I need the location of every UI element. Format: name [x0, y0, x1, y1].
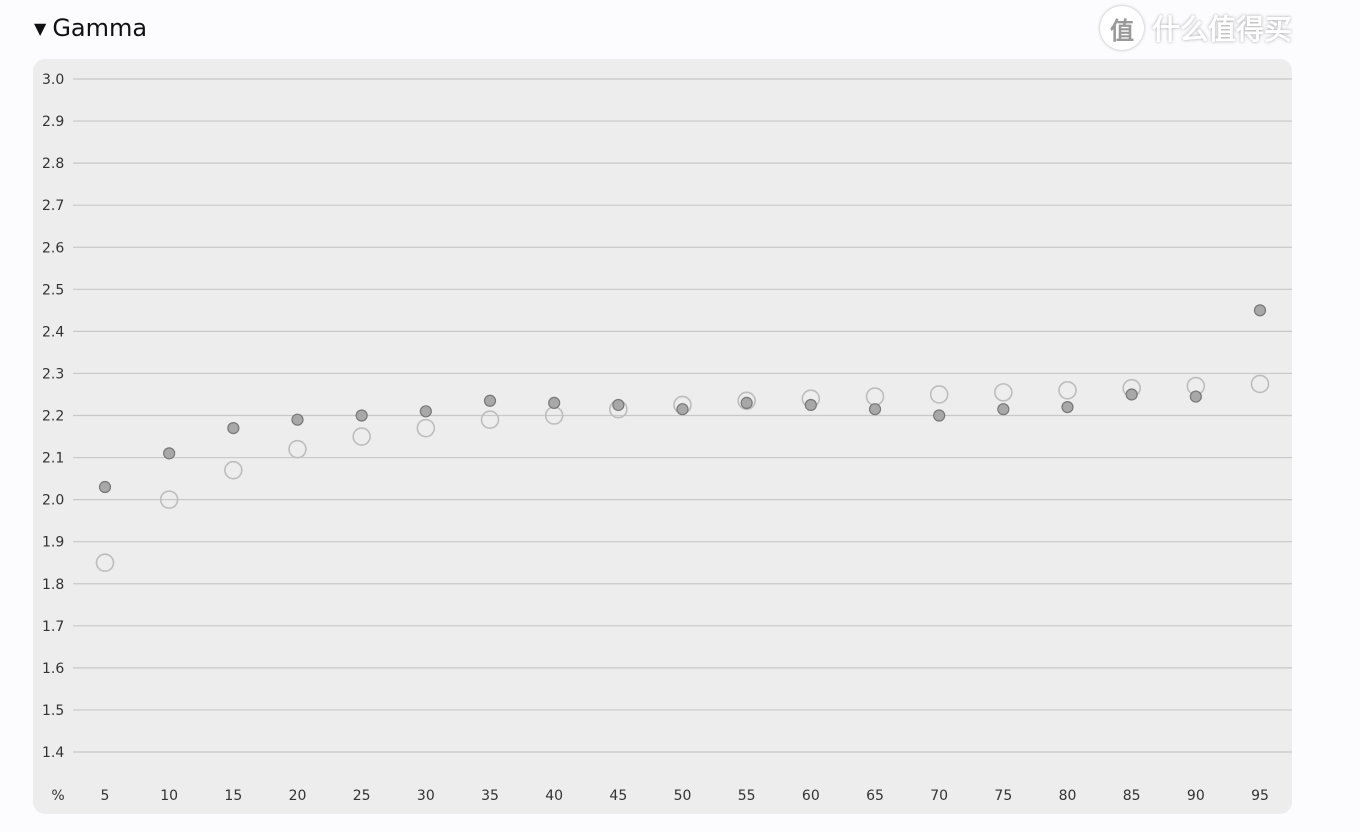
x-tick-label: 65	[866, 788, 884, 804]
x-tick-label: 10	[160, 788, 178, 804]
filled-point	[483, 394, 497, 407]
watermark-logo: 值 什么值得买	[1100, 6, 1292, 50]
x-tick-label: 20	[289, 788, 307, 804]
x-tick-label: 85	[1123, 788, 1141, 804]
filled-point	[612, 398, 625, 412]
hollow-point	[352, 427, 371, 446]
x-tick-label: 15	[224, 788, 242, 804]
filled-point	[676, 403, 689, 416]
y-tick-label: 2.2	[42, 409, 64, 425]
x-tick-label: 5	[101, 788, 110, 804]
y-tick-label: 2.5	[42, 282, 64, 298]
hollow-point	[929, 385, 949, 404]
filled-point	[868, 403, 882, 416]
filled-point	[1061, 400, 1074, 414]
hollow-point	[994, 383, 1013, 402]
y-tick-label: 2.1	[42, 451, 64, 467]
filled-point	[1189, 390, 1202, 403]
y-tick-label: 1.6	[42, 661, 64, 677]
chart-panel	[33, 59, 1292, 814]
hollow-point	[159, 490, 179, 509]
hollow-point	[1250, 374, 1270, 394]
filled-point	[548, 396, 561, 409]
hollow-point	[224, 460, 243, 480]
x-tick-label: 35	[481, 788, 499, 804]
y-tick-label: 1.4	[42, 745, 64, 761]
hollow-point	[737, 391, 756, 411]
x-tick-label: 45	[609, 788, 627, 804]
filled-point	[355, 409, 368, 422]
hollow-point	[1058, 380, 1077, 400]
filled-point	[1125, 388, 1138, 401]
x-tick-label: 30	[417, 788, 435, 804]
filled-point	[804, 398, 817, 412]
x-tick-label: 95	[1251, 788, 1269, 804]
y-tick-label: 1.7	[42, 619, 64, 635]
filled-point	[98, 480, 112, 494]
x-tick-label: 50	[674, 788, 692, 804]
x-tick-label: 90	[1187, 788, 1205, 804]
filled-point	[1253, 304, 1267, 317]
section-title: Gamma	[52, 14, 148, 42]
section-header[interactable]: ▼ Gamma	[34, 14, 147, 42]
filled-point	[291, 413, 304, 426]
watermark-text: 什么值得买	[1152, 13, 1293, 46]
y-tick-label: 2.6	[42, 240, 64, 256]
y-tick-label: 2.7	[42, 198, 64, 214]
x-axis-label: %	[51, 788, 64, 804]
triangle-down-icon[interactable]: ▼	[34, 18, 47, 38]
x-tick-label: 75	[994, 788, 1012, 804]
y-tick-label: 3.0	[42, 72, 64, 88]
hollow-point	[288, 439, 307, 459]
filled-point	[997, 403, 1010, 416]
y-tick-label: 1.5	[42, 703, 64, 719]
filled-point	[227, 422, 240, 435]
x-tick-label: 55	[738, 788, 756, 804]
y-tick-label: 1.9	[42, 535, 64, 551]
filled-point	[933, 409, 946, 422]
y-tick-label: 2.9	[42, 114, 64, 130]
filled-point	[419, 405, 432, 418]
x-tick-label: 70	[930, 788, 948, 804]
filled-point	[163, 447, 176, 460]
filled-point	[740, 396, 753, 409]
y-tick-label: 2.0	[42, 493, 64, 509]
x-tick-label: 40	[545, 788, 563, 804]
hollow-point	[416, 418, 436, 438]
y-tick-label: 2.4	[42, 324, 64, 340]
y-tick-label: 2.3	[42, 366, 64, 382]
x-tick-label: 80	[1059, 788, 1077, 804]
x-tick-label: 25	[353, 788, 371, 804]
hollow-point	[95, 553, 115, 573]
y-tick-label: 2.8	[42, 156, 64, 172]
watermark-badge: 值	[1100, 6, 1144, 50]
hollow-point	[480, 410, 500, 430]
x-tick-label: 60	[802, 788, 820, 804]
y-tick-label: 1.8	[42, 577, 64, 593]
